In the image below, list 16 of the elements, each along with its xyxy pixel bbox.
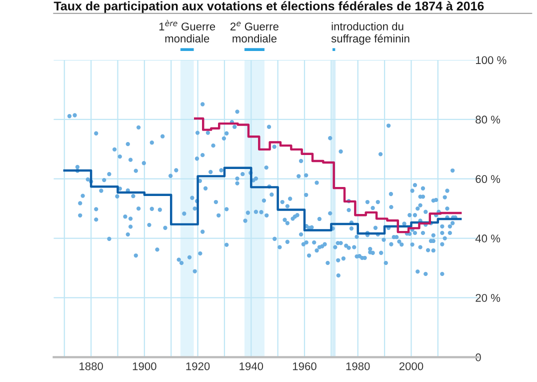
chart-title: Taux de participation aux votations et élections fédérales de 1874 à 2016: [54, 1, 484, 13]
x-tick-label: 2000: [399, 362, 424, 370]
y-tick-label: 20 %: [476, 294, 500, 302]
y-tick-label: 60 %: [476, 175, 500, 183]
band-label: 1$^{ère}$ Guerre mondiale: [159, 20, 216, 42]
band-label: 2$^{e}$ Guerre mondiale: [230, 22, 278, 42]
ref-line-label: introduction du suffrage féminin: [331, 22, 410, 45]
x-tick-label: 1960: [292, 362, 316, 370]
y-tick-label: 80 %: [476, 116, 500, 124]
x-tick-label: 1940: [240, 362, 264, 370]
x-tick-label: 1920: [186, 362, 210, 370]
x-tick-label: 1900: [132, 362, 156, 370]
y-tick-label: 100 %: [476, 56, 506, 64]
x-tick-label: 1980: [346, 362, 370, 370]
y-tick-label: 40 %: [475, 234, 500, 242]
x-tick-label: 1880: [80, 362, 103, 370]
